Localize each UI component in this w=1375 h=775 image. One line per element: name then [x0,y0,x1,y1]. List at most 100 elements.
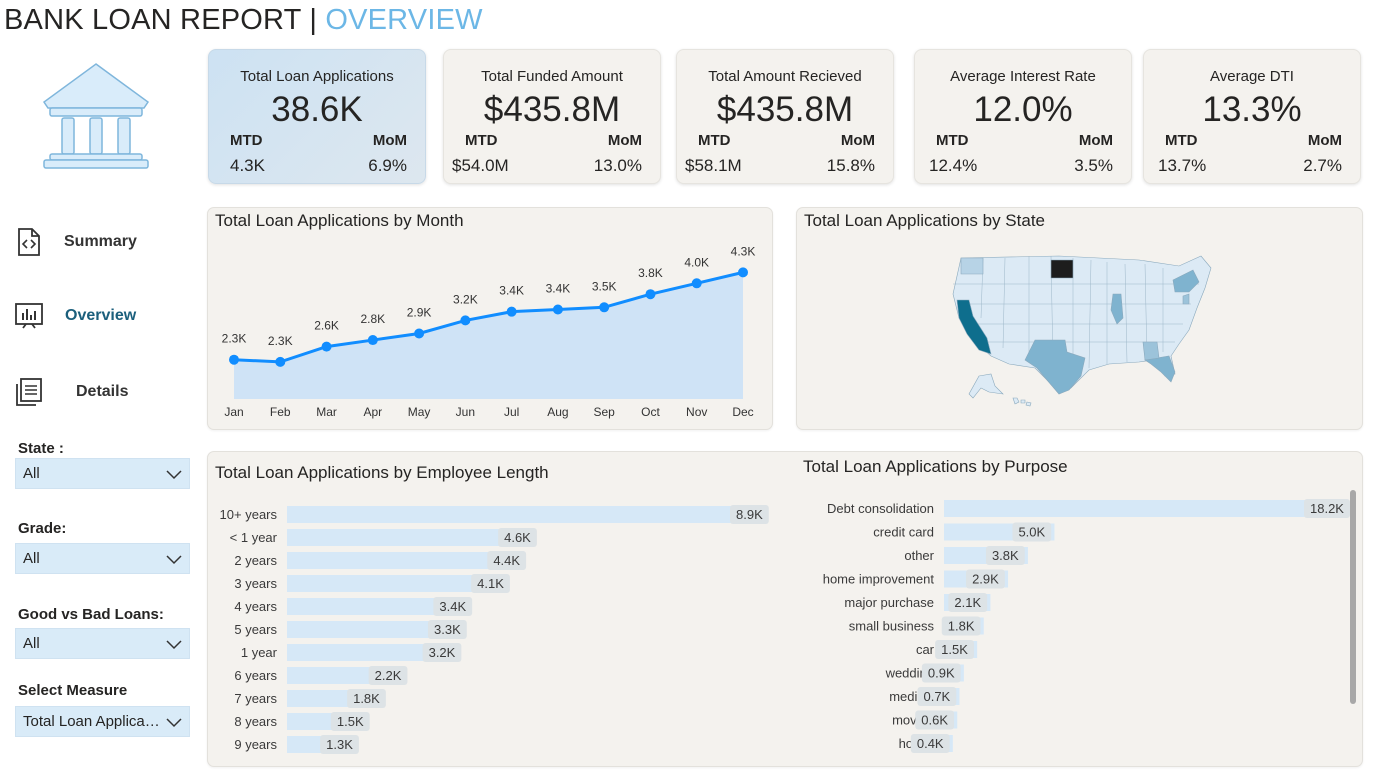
purpose-bar-chart: Debt consolidation 18.2K credit card 5.0K ot… [823,499,1350,753]
bar[interactable] [287,552,525,569]
bar-value-label: 0.9K [928,666,955,681]
kpi-label: Average DTI [1210,68,1294,85]
kpi-mom-label: MoM [1078,132,1113,149]
month-chart-title: Total Loan Applications by Month [215,211,464,230]
kpi-card-amount-received[interactable]: Total Amount Recieved $435.8M MTD MoM $5… [676,49,894,184]
kpi-card-funded-amount[interactable]: Total Funded Amount $435.8M MTD MoM $54.… [443,49,661,184]
month-point[interactable] [645,289,656,300]
filter-label-loan-quality: Good vs Bad Loans: [18,606,164,623]
bar-value-label: 3.2K [429,645,456,660]
bar-value-bg [966,569,1005,589]
month-data-label: 2.3K [222,332,247,346]
dropdown-value: Total Loan Applicati... [23,713,163,730]
state-california [956,299,992,355]
bar-value-label: 1.3K [326,737,353,752]
chevron-down-icon [166,469,182,479]
report-subtitle: OVERVIEW [325,4,483,36]
month-point[interactable] [599,302,610,313]
bar-value-label: 1.8K [353,691,380,706]
bar-category-label: wedding [885,666,934,681]
kpi-card-interest-rate[interactable]: Average Interest Rate 12.0% MTD MoM 12.4… [914,49,1132,184]
kpi-value: 12.0% [973,90,1073,129]
bar[interactable] [287,529,536,546]
month-point[interactable] [552,304,563,315]
kpi-card-total-applications[interactable]: Total Loan Applications 38.6K MTD MoM 4.… [208,49,426,184]
month-point[interactable] [414,328,425,339]
bar-value-label: 1.5K [941,642,968,657]
month-point[interactable] [691,278,702,289]
month-point[interactable] [321,341,332,352]
details-list-icon [16,378,42,406]
kpi-mtd-value: $58.1M [685,156,742,175]
bar-value-bg [915,710,955,730]
month-area-chart: 2.3K Jan 2.3K Feb 2.6K Mar 2.8K Apr 2.9K May 3.2K J… [222,244,756,419]
kpi-mom-label: MoM [1307,132,1342,149]
month-data-label: 3.4K [499,284,524,298]
bar[interactable] [287,598,471,615]
bar-category-label: 6 years [234,668,277,683]
bar-category-label: 2 years [234,553,277,568]
bar[interactable] [287,644,460,661]
bar-value-label: 4.4K [493,553,520,568]
month-tick-label: Jan [224,405,243,419]
bar-value-bg [1304,499,1350,518]
bar-category-label: 5 years [234,622,277,637]
kpi-value: $435.8M [716,90,854,129]
grade-dropdown[interactable]: All [15,543,190,574]
state-new-york [1172,269,1200,293]
nav-overview[interactable]: Overview [14,301,136,331]
loan-quality-dropdown[interactable]: All [15,628,190,659]
kpi-mtd-value: 12.4% [929,156,978,175]
bar-value-label: 8.9K [736,507,763,522]
kpi-card-dti[interactable]: Average DTI 13.3% MTD MoM 13.7% 2.7% [1143,49,1361,184]
document-code-icon [18,228,40,256]
measure-dropdown[interactable]: Total Loan Applicati... [15,706,190,737]
purpose-scrollbar[interactable] [1350,490,1356,704]
month-tick-label: Dec [732,405,753,419]
kpi-mom-label: MoM [372,132,407,149]
month-point[interactable] [367,335,378,346]
page-title: BANK LOAN REPORT | OVERVIEW [4,4,483,37]
kpi-value: 38.6K [271,90,363,129]
month-tick-label: Oct [641,405,660,419]
nav-summary[interactable]: Summary [14,227,137,257]
month-data-label: 2.9K [407,306,432,320]
bar[interactable] [287,575,509,592]
month-point[interactable] [460,315,471,326]
kpi-value: 13.3% [1202,90,1302,129]
bar-value-label: 3.8K [992,548,1019,563]
bar-value-bg [422,643,462,662]
month-area-fill [234,272,743,399]
kpi-mtd-label: MTD [698,132,731,149]
bar-value-label: 2.1K [954,595,981,610]
bar-value-bg [347,689,386,708]
nav-details[interactable]: Details [14,377,128,407]
month-tick-label: Aug [547,405,568,419]
bar-value-bg [1012,522,1052,542]
bar[interactable] [944,500,1346,517]
kpi-mtd-label: MTD [465,132,498,149]
chevron-down-icon [166,717,182,727]
month-point[interactable] [229,354,239,365]
report-title: BANK LOAN REPORT [4,4,302,36]
month-point[interactable] [275,356,286,367]
bar[interactable] [287,621,465,638]
kpi-mom-value: 6.9% [368,156,407,175]
bar-value-bg [427,620,467,639]
bar-value-bg [948,593,988,612]
month-tick-label: Jun [456,405,475,419]
month-data-label: 3.5K [592,279,617,293]
bar-value-label: 5.0K [1018,525,1045,540]
kpi-mtd-value: $54.0M [452,156,509,175]
month-point[interactable] [738,267,748,278]
bar-value-bg [433,597,473,616]
month-point[interactable] [506,306,517,317]
bar-category-label: small business [849,619,935,634]
state-dropdown[interactable]: All [15,458,190,489]
us-state-map[interactable] [939,248,1239,418]
dropdown-value: All [23,550,40,567]
kpi-label: Average Interest Rate [950,68,1096,85]
bar-category-label: 3 years [234,576,277,591]
bar[interactable] [287,506,767,523]
bar-category-label: home improvement [823,572,935,587]
